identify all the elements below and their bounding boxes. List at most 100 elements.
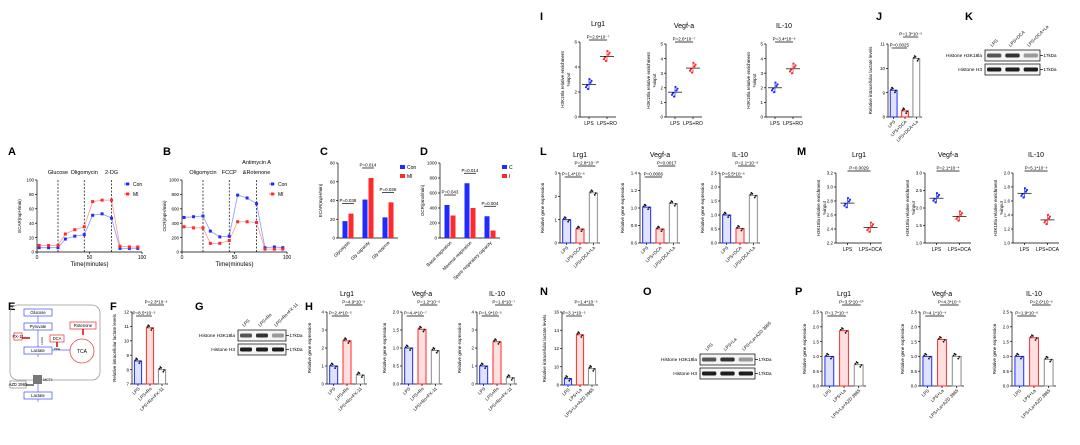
y-tick-label: 1.2: [1004, 227, 1011, 232]
data-point: [493, 339, 496, 342]
data-point: [1025, 188, 1029, 192]
data-point: [656, 227, 659, 230]
data-point: [218, 235, 222, 239]
chart-M-17: 1.0 1.2 1.4 1.6 1.8 2.0 H3K18la relative enric…: [993, 152, 1060, 253]
chart-M-15: 2.2 2.4 2.6 2.8 3.0 3.2 H3K18la relative enric…: [816, 152, 883, 253]
x-category-label: LPS: [920, 388, 930, 398]
protein-band: [1005, 67, 1020, 72]
data-point: [830, 357, 832, 360]
data-point: [47, 244, 51, 248]
p-value: P=8.5*10⁻⁵: [133, 311, 156, 316]
p-value: P=0.014: [360, 163, 377, 168]
data-point: [1020, 194, 1023, 197]
data-point: [676, 87, 679, 90]
y-axis-label: H3K18la relative enrichment: [993, 179, 998, 236]
data-point: [924, 352, 927, 355]
inhibitor-azd3965-label: AZD 3965: [9, 382, 29, 387]
y-tick-label: 0: [554, 241, 557, 246]
x-tick-label: 100: [283, 255, 292, 261]
chart-title: Lrg1: [591, 21, 605, 28]
data-point: [182, 225, 186, 229]
data-point: [236, 193, 240, 197]
data-point: [1034, 339, 1037, 341]
bar: [748, 194, 758, 244]
protein-band: [1023, 67, 1038, 72]
data-point: [162, 370, 165, 373]
bar: [157, 369, 167, 385]
data-point: [91, 200, 95, 204]
p-value: P=3.4*10⁻⁶: [773, 37, 796, 42]
chart-title: IL-10: [1026, 291, 1042, 298]
lane-label: LPS: [704, 342, 714, 352]
row-label: Histone H3K18la: [946, 53, 982, 59]
bar: [470, 208, 476, 238]
x-category-label: LPS: [720, 245, 730, 255]
data-point: [329, 364, 332, 367]
data-point: [928, 357, 930, 360]
y-tick-label: 2.0: [813, 325, 820, 330]
bar: [642, 206, 652, 244]
data-point: [672, 95, 676, 98]
bar: [655, 228, 665, 244]
data-point: [118, 246, 122, 250]
data-point: [510, 378, 513, 381]
bar: [342, 340, 352, 385]
chart-H-6: 0.0 0.5 1.0 1.5 2.0 Relative gene expression V…: [382, 291, 442, 412]
p-value: P=0.014: [462, 168, 479, 173]
y-tick-label: 11: [124, 324, 129, 329]
protein-band: [987, 67, 1002, 72]
data-point: [608, 51, 611, 54]
y-axis-label: Relative gene expression: [700, 182, 705, 233]
chart-I-10: 0 1 2 3 4 5 H3K18la relative enrichment %input I…: [746, 23, 803, 127]
chart-title: IL-10: [732, 152, 748, 159]
marker-label: 17kDa: [1044, 67, 1058, 72]
data-point: [208, 229, 212, 233]
y-tick-label: 1.4: [631, 171, 638, 176]
y-tick-label: 1.5: [393, 328, 400, 333]
data-point: [648, 206, 650, 209]
y-tick-label: 1.5: [1003, 339, 1010, 344]
bar: [951, 355, 962, 387]
data-point: [37, 246, 41, 250]
y-tick-label: 1: [760, 100, 763, 105]
chart-title: IL-10: [776, 23, 792, 30]
y-tick-label: 3.0: [827, 185, 834, 190]
chart-title: Lrg1: [340, 291, 354, 298]
bar: [464, 183, 470, 238]
cell-outline: [9, 304, 101, 381]
series-line: [184, 221, 283, 250]
data-point: [576, 227, 579, 230]
y-axis-label: Relative intracellular lactate levels: [112, 313, 117, 382]
y-axis-label: Relative gene expression: [457, 322, 462, 373]
data-point: [330, 362, 333, 365]
y-axis-label: ECAR(mpH/min): [17, 199, 22, 233]
x-category-label: LPS: [670, 121, 680, 127]
data-point: [859, 366, 862, 368]
data-point: [775, 84, 778, 88]
y-tick-label: 1000: [169, 178, 180, 183]
p-value: P=2.4*10⁻⁵: [329, 311, 352, 316]
y-tick-label: 1.5: [711, 199, 718, 204]
x-category-label: LPS+RO: [783, 121, 803, 127]
y-tick-label: 4: [760, 56, 763, 61]
data-point: [839, 328, 842, 331]
y-axis-label: Relative gene expression: [802, 323, 807, 374]
data-point: [586, 87, 590, 91]
p-value: P=5.5*10⁻⁶: [722, 172, 745, 177]
data-point: [590, 79, 593, 82]
data-point: [902, 107, 905, 110]
protein-band: [1023, 53, 1038, 58]
data-point: [497, 342, 500, 345]
panel-label: K: [965, 11, 973, 23]
y-tick-label: 2.0: [1003, 325, 1010, 330]
y-axis-label: Relative gene expression: [307, 322, 312, 373]
x-category-label: Spare respiratory capacity: [452, 240, 493, 281]
y-tick-label: 1.0: [1003, 354, 1010, 359]
y-axis-label: Relative intracellular lactate levels: [542, 314, 547, 383]
data-point: [722, 213, 725, 216]
y-axis-label: Relative gene expression: [620, 182, 625, 233]
y-tick-label: 2.5: [813, 310, 820, 315]
y-tick-label: 0.0: [813, 384, 820, 389]
data-point: [674, 203, 677, 205]
y-tick-label: 1.0: [916, 241, 923, 246]
